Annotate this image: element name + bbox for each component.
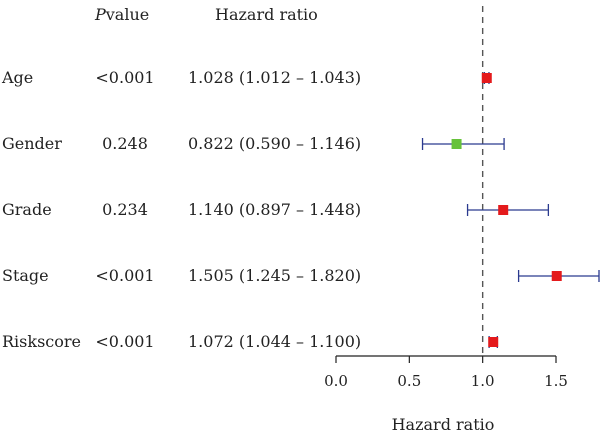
row-label: Age xyxy=(1,68,33,87)
x-axis-label: Hazard ratio xyxy=(392,415,495,434)
point-estimate xyxy=(498,205,509,215)
plot-area: 0.0 0.5 1.0 1.5 xyxy=(324,6,600,390)
point-estimate xyxy=(488,337,499,347)
x-tick-label: 0.0 xyxy=(324,372,348,390)
point-estimate xyxy=(481,73,492,83)
row-hazard-ratio: 1.505 (1.245 – 1.820) xyxy=(188,266,361,285)
x-axis-ticks: 0.0 0.5 1.0 1.5 xyxy=(324,356,568,390)
row-text-group: Age <0.001 1.028 (1.012 – 1.043) Gender 0.24… xyxy=(1,68,361,351)
row-pvalue: <0.001 xyxy=(95,68,154,87)
x-tick-label: 0.5 xyxy=(397,372,421,390)
point-estimates xyxy=(451,73,562,347)
pvalue-header-suffix: value xyxy=(105,5,149,24)
x-tick-label: 1.0 xyxy=(471,372,495,390)
row-label: Riskscore xyxy=(2,332,81,351)
row-label: Grade xyxy=(2,200,52,219)
row-hazard-ratio: 1.140 (0.897 – 1.448) xyxy=(188,200,361,219)
row-label: Gender xyxy=(2,134,62,153)
row-pvalue: 0.234 xyxy=(102,200,148,219)
row-pvalue: 0.248 xyxy=(102,134,148,153)
row-pvalue: <0.001 xyxy=(95,332,154,351)
x-tick-label: 1.5 xyxy=(544,372,568,390)
confidence-intervals xyxy=(421,72,600,348)
row-hazard-ratio: 1.072 (1.044 – 1.100) xyxy=(188,332,361,351)
row-hazard-ratio: 1.028 (1.012 – 1.043) xyxy=(188,68,361,87)
row-hazard-ratio: 0.822 (0.590 – 1.146) xyxy=(188,134,361,153)
pvalue-header-prefix: P xyxy=(94,5,106,24)
point-estimate xyxy=(451,139,462,149)
pvalue-header: Pvalue xyxy=(94,5,149,24)
point-estimate xyxy=(551,271,562,281)
hazard-ratio-header: Hazard ratio xyxy=(215,5,318,24)
row-label: Stage xyxy=(2,266,49,285)
row-pvalue: <0.001 xyxy=(95,266,154,285)
